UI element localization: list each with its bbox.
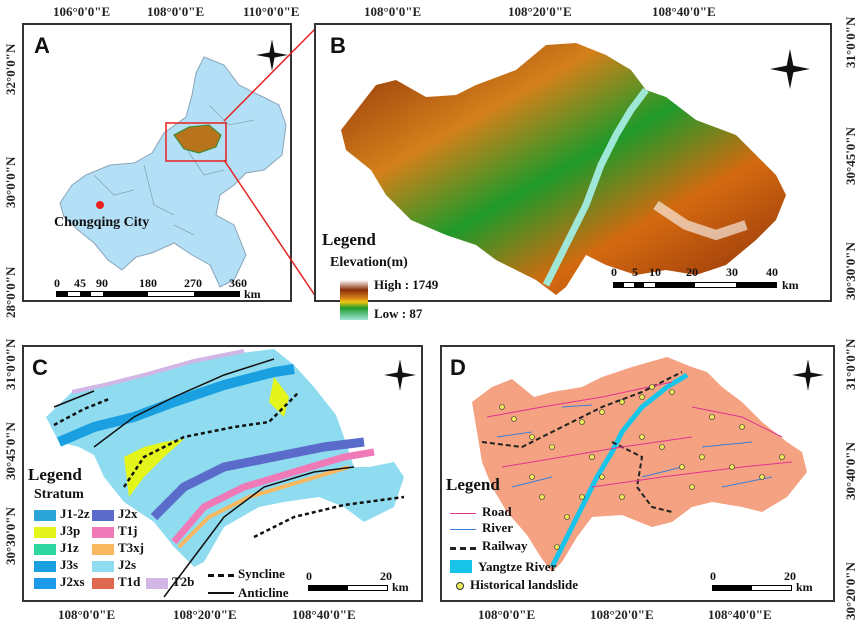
- panel-b-map: B Legend Elevation(m) High : 1749 Low : …: [314, 23, 832, 321]
- panel-b-tick-top-3: 108°40'0"E: [652, 4, 716, 19]
- panel-b-tick-top-2: 108°20'0"E: [508, 4, 572, 19]
- road-line-symbol: [450, 513, 476, 514]
- swatch-j2s: [92, 561, 114, 572]
- panel-b-label: B: [330, 33, 346, 58]
- anticline-line-symbol: [208, 592, 234, 594]
- panel-b-tick-right-3: 30°30'0"N: [843, 242, 858, 300]
- panel-d-map: D Legend Road River Railway Yangtze Rive…: [440, 345, 835, 602]
- panel-d-label: D: [450, 355, 466, 380]
- stratum-geology-map: [46, 349, 405, 598]
- panel-d-tick-bottom-2: 108°20'0"E: [590, 607, 654, 622]
- panel-c-tick-left-1: 31°0'0"N: [3, 338, 18, 390]
- panel-b-legend-title: Legend: [322, 230, 376, 249]
- panel-d-legend-title: Legend: [446, 475, 500, 494]
- swatch-t1j: [92, 527, 114, 538]
- panel-a-tick-top-2: 108°0'0"E: [147, 4, 205, 19]
- panel-a-tick-left-1: 32°0'0"N: [3, 43, 18, 95]
- panel-b-tick-right-1: 31°0'0"N: [843, 16, 858, 68]
- panel-d-tick-right-3: 30°20'0"N: [843, 562, 858, 620]
- elevation-high-label: High : 1749: [374, 277, 439, 292]
- panel-b-tick-top-1: 108°0'0"E: [364, 4, 422, 19]
- swatch-j2xs: [34, 578, 56, 589]
- chongqing-city-dot: [96, 201, 104, 209]
- landslide-inventory-map: [472, 357, 807, 572]
- swatch-j2x: [92, 510, 114, 521]
- swatch-j1z: [34, 544, 56, 555]
- panel-c-tick-left-2: 30°45'0"N: [3, 422, 18, 480]
- panel-a-tick-top-1: 106°0'0"E: [53, 4, 111, 19]
- elevation-dem-map: [341, 43, 786, 295]
- panel-c-tick-bottom-1: 108°0'0"E: [58, 607, 116, 622]
- panel-d-tick-bottom-3: 108°40'0"E: [708, 607, 772, 622]
- chongqing-city-label: Chongqing City: [54, 215, 150, 230]
- panel-c-legend-title: Legend: [28, 465, 82, 484]
- elevation-color-ramp: [340, 280, 368, 320]
- panel-d-tick-right-2: 30°40'0"N: [843, 442, 858, 500]
- yangtze-river-swatch: [450, 560, 472, 573]
- swatch-j3s: [34, 561, 56, 572]
- panel-a-map: A Chongqing City 0 45 90 180 270 360 km: [22, 23, 292, 302]
- panel-c-tick-bottom-2: 108°20'0"E: [173, 607, 237, 622]
- panel-a-tick-left-3: 28°0'0"N: [3, 266, 18, 318]
- compass-icon: [256, 39, 288, 71]
- panel-c-tick-left-3: 30°30'0"N: [3, 507, 18, 565]
- elevation-low-label: Low : 87: [374, 306, 423, 321]
- swatch-j12z: [34, 510, 56, 521]
- panel-d-tick-bottom-1: 108°0'0"E: [478, 607, 536, 622]
- panel-d-tick-right-1: 31°0'0"N: [843, 338, 858, 390]
- panel-c-tick-bottom-3: 108°40'0"E: [292, 607, 356, 622]
- landslide-points: [499, 384, 785, 550]
- syncline-line-symbol: [208, 574, 234, 577]
- panel-c-label: C: [32, 355, 48, 380]
- compass-icon: [770, 49, 810, 89]
- compass-icon: [792, 359, 824, 391]
- railway-line-symbol: [450, 547, 476, 550]
- panel-a-label: A: [34, 33, 50, 58]
- swatch-j3p: [34, 527, 56, 538]
- panel-b-legend-subtitle: Elevation(m): [330, 255, 408, 270]
- swatch-t2b: [146, 578, 168, 589]
- river-line-symbol: [450, 529, 476, 530]
- panel-a-tick-left-2: 30°0'0"N: [3, 156, 18, 208]
- panel-a-tick-top-3: 110°0'0"E: [243, 4, 300, 19]
- swatch-t3xj: [92, 544, 114, 555]
- panel-b-tick-right-2: 30°45'0"N: [843, 127, 858, 185]
- landslide-point-symbol: [456, 582, 464, 590]
- panel-c-map: C Legend Stratum J1-2z J3p J1z J3s J2xs …: [22, 345, 423, 602]
- panel-c-legend-subtitle: Stratum: [34, 487, 84, 502]
- swatch-t1d: [92, 578, 114, 589]
- compass-icon: [384, 359, 416, 391]
